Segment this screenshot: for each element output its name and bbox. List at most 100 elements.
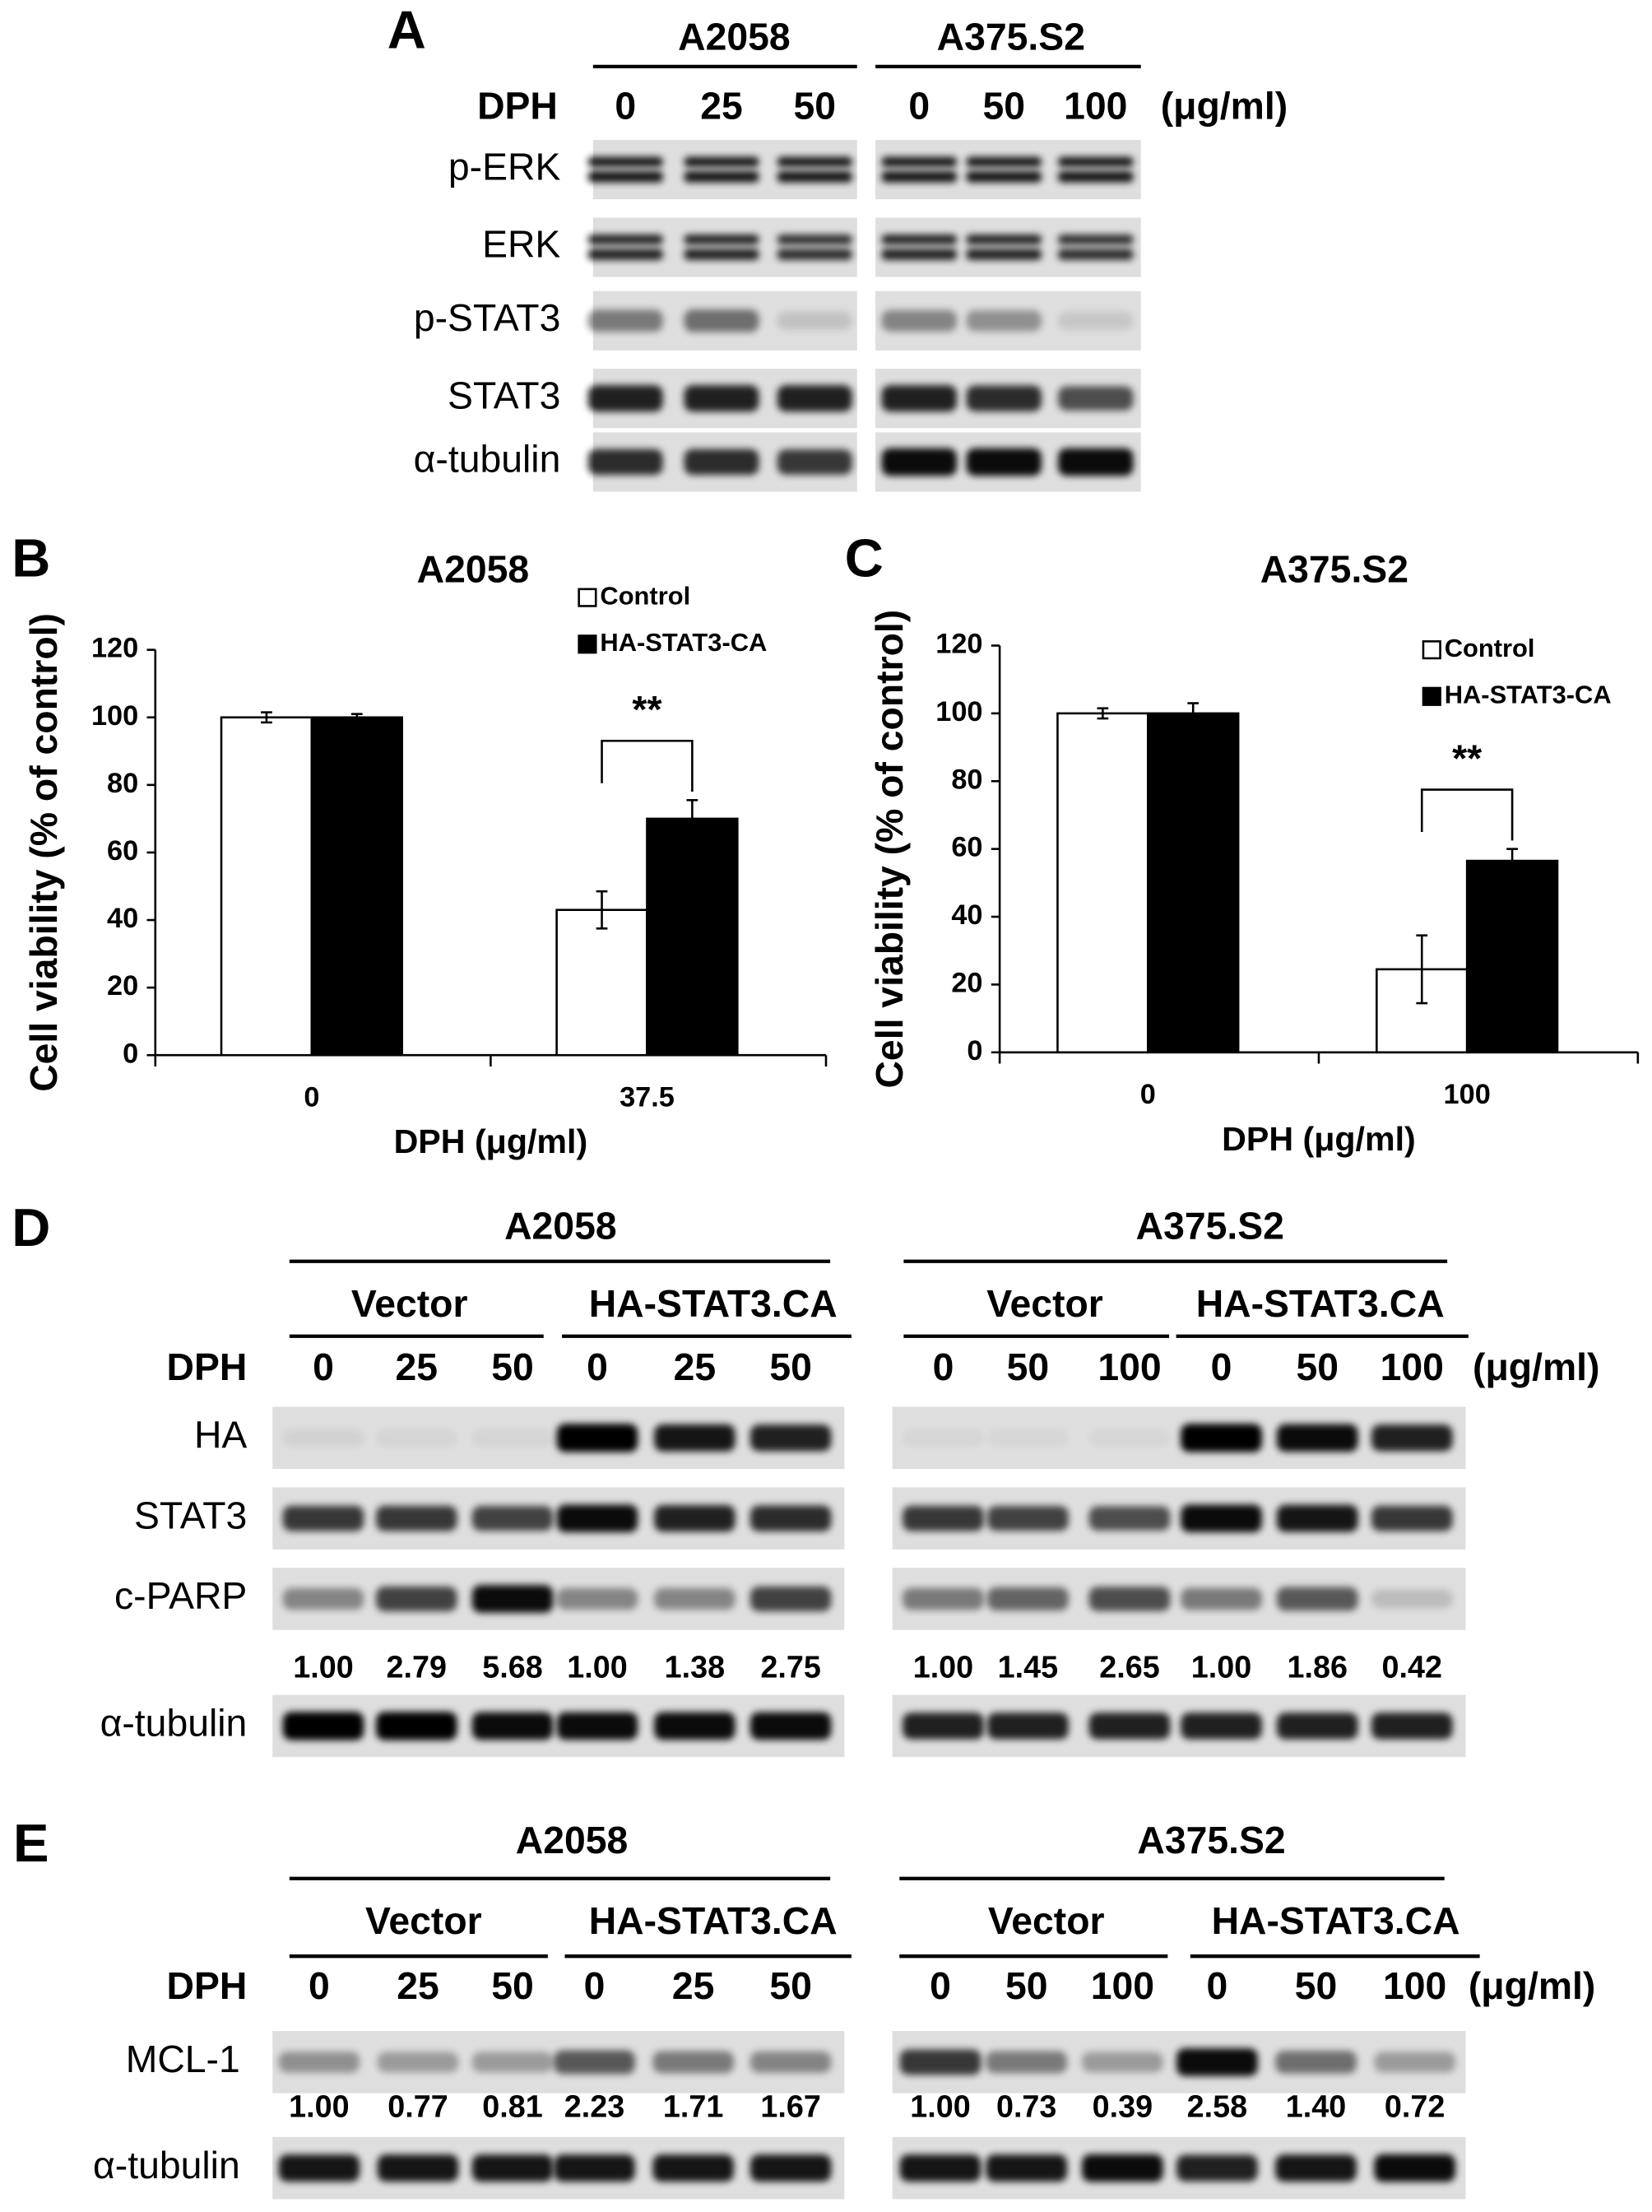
treatment-label: DPH (167, 1964, 248, 2007)
blot-band (903, 1505, 984, 1531)
quantification: 2.58 (1187, 2089, 1247, 2123)
quantification: 1.00 (910, 2089, 970, 2123)
row-label: p-ERK (448, 145, 561, 188)
blot-band (987, 1587, 1069, 1611)
y-tick-label: 20 (951, 967, 982, 998)
y-tick-label: 80 (107, 768, 138, 799)
blot-membrane (592, 140, 857, 200)
blot-band (282, 1712, 364, 1740)
blot-band (1082, 2052, 1163, 2073)
blot-band (1181, 1712, 1262, 1740)
blot-band (966, 235, 1042, 245)
blot-band (652, 2154, 734, 2182)
y-tick-label: 60 (951, 832, 982, 863)
cell-line-label: A2058 (504, 1205, 617, 1248)
blot-band (684, 309, 759, 332)
blot-band (556, 1712, 638, 1740)
dose-label: 0 (309, 1964, 330, 2007)
blot-band (749, 2154, 832, 2182)
y-tick-label: 40 (107, 903, 138, 934)
blot-band (556, 1587, 638, 1610)
blot-band (376, 1712, 457, 1740)
group-label: Vector (365, 1899, 482, 1942)
blot-band (1371, 1505, 1453, 1531)
blot-band (554, 2050, 635, 2075)
bar (1056, 712, 1149, 1054)
cell-line-label: A2058 (516, 1819, 629, 1861)
dose-label: 50 (491, 1345, 534, 1388)
blot-band (749, 1586, 832, 1612)
blot-band (903, 1429, 984, 1447)
blot-band (278, 2154, 360, 2182)
blot-band (1058, 235, 1134, 245)
blot-band (966, 448, 1042, 476)
blot-band (587, 448, 663, 476)
blot-band (966, 249, 1042, 260)
quantification: 1.00 (1191, 1650, 1251, 1685)
row-label: p-STAT3 (414, 296, 560, 339)
panel-label: D (12, 1197, 50, 1257)
blot-band (684, 156, 759, 167)
blot-band (684, 249, 759, 260)
blot-band (282, 1429, 364, 1447)
blot-band (1088, 1587, 1171, 1611)
row-label: α-tubulin (414, 438, 561, 481)
blot-band (376, 1429, 457, 1447)
dose-label: 0 (615, 85, 636, 128)
dose-label: 100 (1097, 1345, 1161, 1388)
unit-label: (μg/ml) (1161, 85, 1288, 128)
blot-band (654, 1505, 736, 1532)
chart-title: A375.S2 (1260, 547, 1408, 590)
quantification: 1.86 (1288, 1650, 1348, 1685)
blot-band (749, 2051, 832, 2073)
blot-band (1371, 1589, 1453, 1609)
blot-band (282, 1505, 364, 1531)
blot-band (684, 170, 759, 183)
legend-label: Control (600, 581, 690, 610)
blot-band (777, 235, 852, 245)
treatment-label: DPH (167, 1345, 248, 1388)
blot-band (278, 2052, 360, 2073)
dose-label: 50 (1295, 1964, 1338, 2007)
legend-label: Control (1445, 634, 1535, 662)
annotation: ** (1452, 737, 1482, 779)
bar (1465, 859, 1559, 1054)
group-label: HA-STAT3.CA (589, 1282, 838, 1325)
row-label: ERK (482, 223, 560, 266)
blot-band (684, 385, 759, 412)
panel-label: C (845, 527, 884, 588)
dose-label: 25 (397, 1964, 439, 2007)
blot-band (1058, 156, 1134, 167)
blot-band (987, 1429, 1069, 1447)
blot-band (1276, 1712, 1358, 1740)
blot-band (587, 385, 663, 412)
y-tick-label: 100 (91, 700, 138, 732)
y-tick-label: 120 (91, 633, 138, 664)
dose-label: 0 (1211, 1345, 1232, 1388)
dose-label: 50 (982, 85, 1025, 128)
blot-band (881, 170, 957, 183)
blot-band (1082, 2154, 1163, 2182)
blot-band (777, 311, 852, 330)
blot-band (587, 235, 663, 245)
blot-band (684, 235, 759, 245)
group-label: Vector (986, 1282, 1103, 1325)
quantification: 1.00 (293, 1650, 353, 1685)
blot-band (966, 170, 1042, 183)
dose-label: 0 (313, 1345, 334, 1388)
quantification: 1.67 (760, 2089, 820, 2123)
quantification: 0.72 (1385, 2089, 1445, 2123)
y-tick-label: 100 (935, 696, 982, 727)
blot-band (1275, 2154, 1357, 2182)
significance-bracket (1420, 788, 1514, 841)
blot-band (1181, 1504, 1262, 1532)
dose-label: 50 (1296, 1345, 1339, 1388)
blot-band (881, 309, 957, 332)
dose-label: 100 (1091, 1964, 1154, 2007)
dose-label: 25 (672, 1964, 715, 2007)
blot-band (987, 1712, 1069, 1740)
quantification: 1.40 (1286, 2089, 1346, 2123)
unit-label: (μg/ml) (1469, 1964, 1595, 2007)
legend-swatch (578, 634, 597, 654)
blot-membrane (875, 140, 1141, 200)
